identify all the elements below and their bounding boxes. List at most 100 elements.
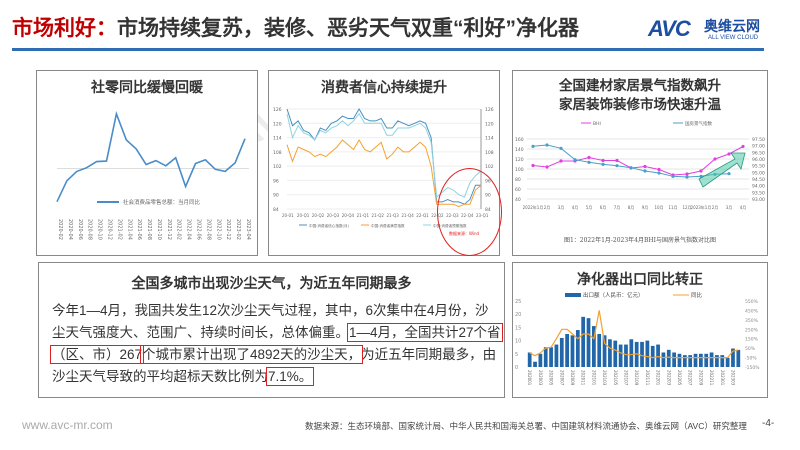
export-bar — [629, 339, 634, 367]
export-bar — [677, 353, 682, 367]
y-tick-label: 120 — [515, 157, 524, 163]
export-bar — [624, 344, 628, 367]
x-tick-label: 2021-10 — [156, 219, 162, 240]
x-tick-label: 2022-04 — [186, 219, 192, 240]
y2-tick-label: 96.00 — [752, 157, 765, 163]
x-tick-label: 4月 — [740, 205, 747, 210]
footer-url[interactable]: www.avc-mr.com — [22, 418, 113, 432]
y2-tick-label: 94.00 — [752, 184, 765, 190]
export-bar — [527, 352, 532, 367]
yoy-line — [529, 310, 739, 359]
y-tick-label: 10 — [515, 339, 521, 345]
x-tick-label: 202107 — [623, 370, 628, 386]
x-tick-label: 2月 — [544, 205, 551, 210]
x-tick-label: 2023-02 — [235, 219, 241, 240]
y2-tick-label: 114 — [485, 136, 494, 142]
x-tick-label: 5月 — [586, 205, 593, 210]
y-tick-label: 25 — [515, 299, 521, 305]
x-tick-label: 202005 — [549, 370, 554, 386]
y-tick-label: 160 — [515, 137, 524, 143]
title-text: 市场持续复苏，装修、恶劣天气双重“利好”净化器 — [117, 17, 579, 40]
x-tick-label: 20-01 — [282, 213, 294, 218]
panel-title: 社零同比缓慢回暖 — [91, 79, 203, 95]
export-bar — [597, 334, 602, 367]
export-bar — [634, 341, 639, 367]
x-tick-label: 4月 — [572, 205, 579, 210]
retail-yoy-line — [56, 110, 246, 203]
y2-tick-label: 93.00 — [752, 197, 765, 203]
y-tick-label: 140 — [515, 147, 524, 153]
x-tick-label: 21-Q3 — [386, 213, 399, 218]
x-tick-label: 202201 — [656, 370, 661, 386]
x-tick-label: 2020-06 — [77, 219, 83, 240]
x-tick-label: 21-Q4 — [401, 213, 414, 218]
y2-tick-label: 94.50 — [752, 177, 765, 183]
y2-tick-label: 97.50 — [752, 137, 765, 143]
legend-label: 中国:消费者满意指数 — [371, 223, 405, 228]
x-tick-label: 202009 — [570, 370, 575, 386]
x-tick-label: 2022年1月 — [523, 204, 544, 210]
export-bar — [725, 357, 730, 367]
panel-title: 全国建材家居景气指数飙升 家居装饰装修市场快速升温 — [513, 76, 767, 114]
y2-tick-label: -150% — [745, 365, 760, 371]
avc-logo: AVC 奥维云网 ALL VIEW CLOUD — [648, 16, 773, 48]
y-tick-label: 20 — [515, 312, 521, 318]
y-tick-label: 15 — [515, 325, 521, 331]
x-tick-label: 2022-06 — [196, 219, 202, 240]
housing-index-line-point — [727, 172, 731, 176]
y-tick-label: 80 — [515, 177, 521, 183]
x-tick-label: 202301 — [720, 370, 725, 386]
y-tick-label: 0 — [515, 365, 518, 371]
highlighted-text: 7.1%。 — [265, 367, 315, 386]
x-tick-label: 2021-08 — [146, 219, 152, 240]
x-tick-label: 12月 — [682, 205, 691, 210]
panel-consumer-confidence: 消费者信心持续提升 84 84 90 90 96 96 102 102 108 108 114 114… — [268, 70, 500, 256]
export-bar — [709, 352, 714, 367]
export-bar — [565, 334, 569, 367]
x-tick-label: 11月 — [668, 205, 677, 210]
export-bar — [688, 355, 693, 367]
y2-tick-label: 250% — [745, 327, 759, 333]
y2-tick-label: 95.50 — [752, 164, 765, 170]
y-tick-label: 90 — [273, 193, 279, 199]
export-bar — [581, 316, 586, 367]
export-bar — [533, 361, 537, 367]
highlighted-text: 1—4月，全国共计27个省（区、市）267 — [50, 323, 503, 364]
export-bar — [592, 326, 596, 367]
export-bar — [693, 353, 698, 367]
x-tick-label: 202007 — [559, 370, 564, 386]
x-tick-label: 20-Q1 — [297, 213, 310, 218]
export-bar — [543, 347, 548, 367]
x-tick-label: 202011 — [581, 370, 586, 386]
x-tick-label: 3月 — [558, 205, 565, 210]
chart-caption: 图1：2022年1月-2023年4月BHI与国房景气指数对比图 — [563, 237, 717, 244]
y2-tick-label: 150% — [745, 337, 759, 343]
panel-dust-weather: 全国多城市出现沙尘天气，为近五年同期最多 — [38, 262, 505, 398]
page-title: 市场利好：市场持续复苏，装修、恶劣天气双重“利好”净化器 — [12, 12, 579, 42]
y2-tick-label: 97.00 — [752, 144, 765, 150]
export-bar — [549, 347, 553, 367]
x-tick-label: 2021-02 — [116, 219, 122, 240]
x-tick-label: 2022-08 — [205, 219, 211, 240]
y-tick-label: 102 — [273, 164, 282, 170]
y2-tick-label: 95.00 — [752, 170, 765, 176]
x-tick-label: 9月 — [642, 205, 649, 210]
logo-mark: AVC — [648, 16, 691, 41]
header-divider — [12, 48, 764, 51]
x-tick-label: 2021-12 — [166, 219, 172, 240]
logo-cn: 奥维云网 — [704, 18, 760, 34]
export-bar — [715, 355, 719, 367]
page-number: -4- — [762, 418, 775, 429]
x-tick-label: 21-Q2 — [372, 213, 385, 218]
x-tick-label: 202109 — [634, 370, 639, 386]
x-tick-label: 6月 — [600, 205, 607, 210]
export-bar — [682, 355, 687, 367]
x-tick-label: 202111 — [645, 370, 650, 386]
x-tick-label: 2022-02 — [176, 219, 182, 240]
export-bar — [645, 340, 650, 367]
y-tick-label: 108 — [273, 150, 282, 156]
export-bar — [699, 353, 703, 367]
x-tick-label: 202001 — [527, 370, 532, 386]
x-tick-label: 8月 — [628, 205, 635, 210]
panel-bhi: 全国建材家居景气指数飙升 家居装饰装修市场快速升温 40 60 80 100 120 140… — [512, 70, 768, 256]
